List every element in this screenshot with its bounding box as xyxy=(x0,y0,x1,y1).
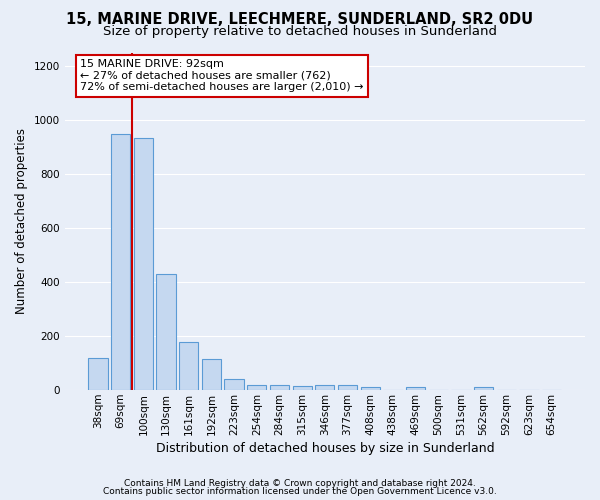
Bar xyxy=(361,388,380,390)
Bar xyxy=(406,388,425,390)
Bar xyxy=(474,388,493,390)
Text: 15, MARINE DRIVE, LEECHMERE, SUNDERLAND, SR2 0DU: 15, MARINE DRIVE, LEECHMERE, SUNDERLAND,… xyxy=(67,12,533,28)
Bar xyxy=(134,138,153,390)
Bar xyxy=(202,359,221,390)
Bar xyxy=(293,386,312,390)
Text: Contains HM Land Registry data © Crown copyright and database right 2024.: Contains HM Land Registry data © Crown c… xyxy=(124,478,476,488)
Text: Size of property relative to detached houses in Sunderland: Size of property relative to detached ho… xyxy=(103,25,497,38)
Bar xyxy=(338,385,357,390)
Bar xyxy=(88,358,107,390)
Bar xyxy=(111,134,130,390)
Bar xyxy=(315,385,334,390)
Bar xyxy=(270,385,289,390)
Bar xyxy=(224,378,244,390)
Text: Contains public sector information licensed under the Open Government Licence v3: Contains public sector information licen… xyxy=(103,487,497,496)
X-axis label: Distribution of detached houses by size in Sunderland: Distribution of detached houses by size … xyxy=(155,442,494,455)
Bar xyxy=(247,385,266,390)
Bar xyxy=(179,342,199,390)
Bar xyxy=(157,274,176,390)
Text: 15 MARINE DRIVE: 92sqm
← 27% of detached houses are smaller (762)
72% of semi-de: 15 MARINE DRIVE: 92sqm ← 27% of detached… xyxy=(80,60,364,92)
Y-axis label: Number of detached properties: Number of detached properties xyxy=(15,128,28,314)
